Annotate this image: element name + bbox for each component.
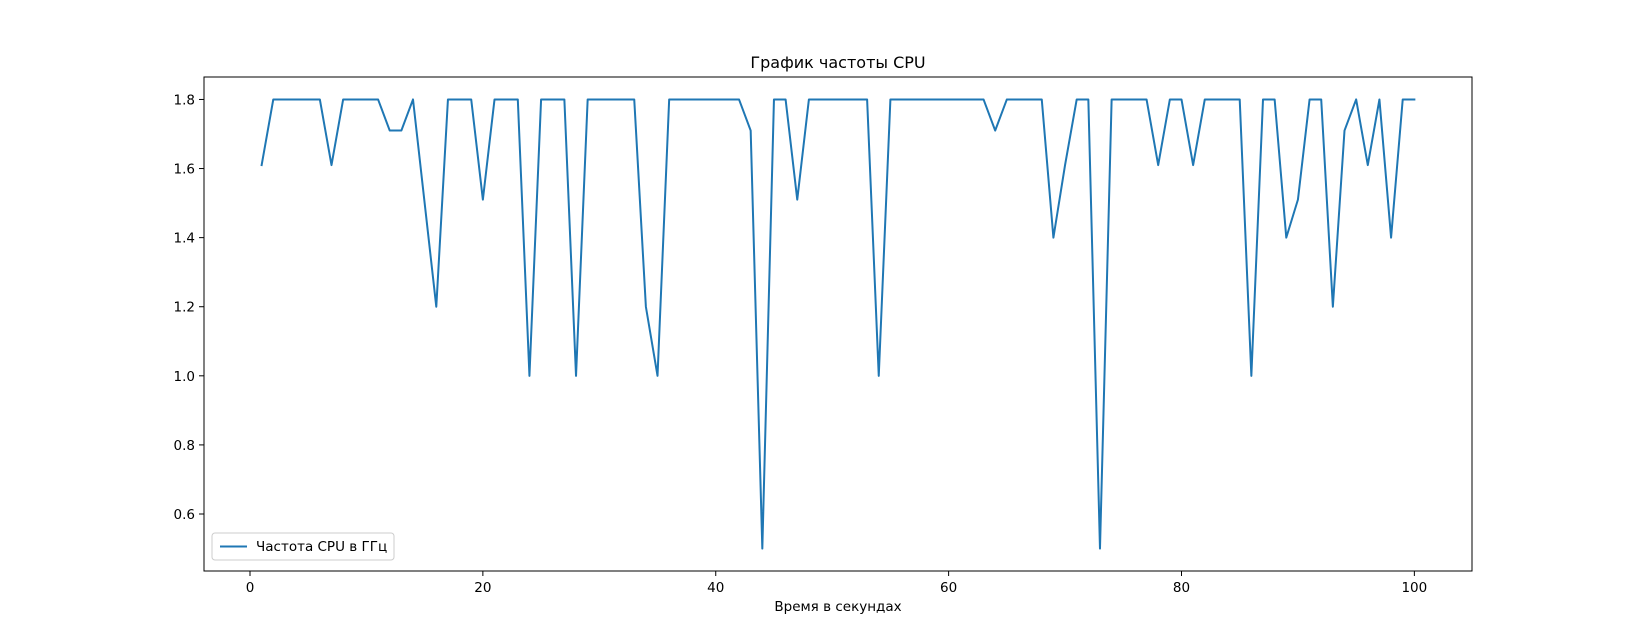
x-tick-label: 40: [707, 580, 724, 596]
y-tick-label: 1.8: [174, 92, 195, 108]
x-axis-label: Время в секундах: [774, 599, 901, 615]
y-axis: 0.6 0.8 1.0 1.2 1.4 1.6 1.8: [174, 92, 204, 523]
series-line-0: [260, 98, 1416, 550]
y-tick-label: 0.8: [174, 438, 195, 454]
legend: Частота CPU в ГГц: [211, 532, 395, 561]
x-tick-label: 80: [1173, 580, 1190, 596]
plot-area-frame: [203, 76, 1473, 572]
chart-title: График частоты CPU: [750, 53, 925, 72]
series-layer: [260, 98, 1416, 550]
y-tick-label: 1.6: [174, 162, 195, 178]
y-tick-label: 0.6: [174, 507, 195, 523]
x-axis: 0 20 40 60 80 100: [246, 571, 1427, 596]
y-tick-label: 1.4: [174, 231, 195, 247]
legend-box: [211, 532, 395, 561]
legend-entry-label: Частота CPU в ГГц: [256, 539, 387, 555]
x-tick-label: 20: [474, 580, 491, 596]
x-tick-label: 0: [246, 580, 255, 596]
y-tick-label: 1.2: [174, 300, 195, 316]
y-tick-label: 1.0: [174, 369, 195, 385]
x-tick-label: 100: [1401, 580, 1427, 596]
x-tick-label: 60: [940, 580, 957, 596]
